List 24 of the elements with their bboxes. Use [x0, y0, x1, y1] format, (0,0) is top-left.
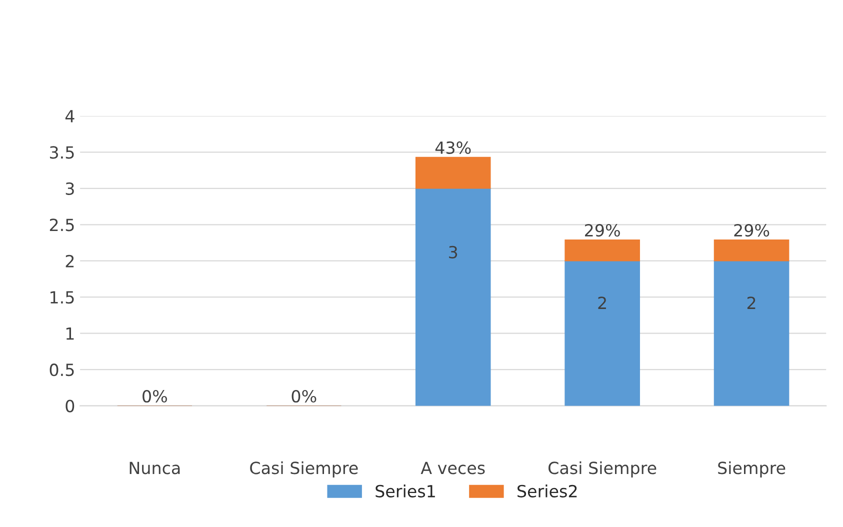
y-tick-label: 1	[66, 328, 74, 340]
y-tick-label: 4	[65, 110, 74, 122]
y-tick-label: 1.5	[50, 291, 74, 304]
y-tick-label: 3.5	[50, 146, 74, 159]
data-label: 29%	[734, 224, 770, 237]
data-label: 29%	[585, 224, 620, 237]
data-label: 0%	[292, 390, 316, 403]
x-tick-label: Siempre	[718, 461, 786, 478]
x-tick-label: A veces	[420, 462, 485, 474]
data-label: 3	[449, 246, 458, 258]
data-label: 2	[598, 296, 606, 309]
data-label: 2	[747, 296, 756, 309]
x-tick-label: Casi Siempre	[250, 461, 358, 478]
y-tick-label: 2.5	[50, 218, 74, 232]
x-tick-label: Nunca	[130, 462, 180, 474]
y-tick-label: 3	[66, 182, 74, 195]
legend-label: Series1	[376, 484, 435, 498]
y-tick-label: 0	[66, 400, 74, 412]
legend-label: Series2	[518, 484, 577, 498]
x-tick-label: Casi Siempre	[548, 461, 656, 478]
data-label: 43%	[435, 141, 471, 154]
y-tick-label: 2	[66, 254, 74, 268]
data-label: 0%	[142, 390, 167, 403]
y-tick-label: 0.5	[50, 364, 74, 376]
